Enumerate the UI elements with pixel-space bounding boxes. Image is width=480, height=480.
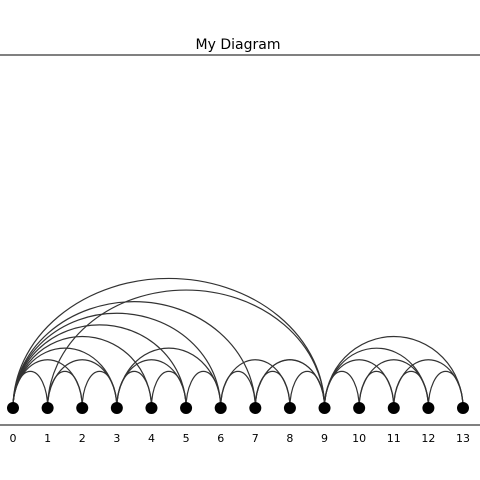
edge-9-13: [323, 335, 464, 409]
edge-12-13: [427, 371, 464, 409]
node-label-1: 1: [44, 432, 51, 445]
edges-layer: [12, 277, 464, 409]
edge-11-12: [393, 370, 429, 409]
edge-9-10: [323, 370, 360, 409]
node-label-11: 11: [387, 432, 401, 445]
edge-9-12: [323, 347, 429, 409]
edge-0-6: [12, 312, 222, 409]
node-label-13: 13: [456, 432, 470, 445]
node-label-5: 5: [183, 432, 190, 445]
node-label-9: 9: [321, 432, 328, 445]
node-4: [145, 402, 158, 414]
node-1: [41, 402, 54, 414]
edge-0-5: [12, 324, 187, 409]
edge-7-8: [254, 371, 291, 409]
edge-7-9: [254, 359, 326, 409]
node-2: [76, 402, 89, 414]
edge-0-4: [12, 335, 153, 409]
node-label-12: 12: [421, 432, 435, 445]
node-label-2: 2: [79, 432, 86, 445]
node-6: [214, 402, 227, 414]
node-13: [457, 402, 469, 414]
node-9: [318, 402, 331, 414]
node-8: [283, 402, 296, 414]
node-12: [422, 402, 435, 414]
node-10: [353, 402, 366, 414]
node-label-3: 3: [113, 432, 120, 445]
node-label-7: 7: [252, 432, 259, 445]
edge-1-9: [47, 289, 326, 409]
node-label-4: 4: [148, 432, 155, 445]
edge-3-4: [116, 370, 153, 409]
node-label-0: 0: [10, 432, 17, 445]
node-5: [180, 402, 193, 414]
diagram-title: My Diagram: [196, 37, 281, 53]
node-3: [110, 402, 123, 414]
node-11: [387, 402, 400, 414]
nodes-layer: [7, 402, 469, 414]
edge-3-6: [116, 347, 222, 409]
edge-4-5: [150, 371, 187, 409]
node-0: [7, 402, 19, 414]
edge-2-3: [81, 370, 118, 409]
node-label-6: 6: [217, 432, 224, 445]
edge-0-9: [12, 277, 326, 409]
edge-0-7: [12, 301, 256, 409]
node-label-10: 10: [352, 432, 366, 445]
edge-0-3: [12, 347, 118, 409]
node-7: [249, 402, 262, 414]
edge-10-11: [358, 371, 395, 409]
edge-6-8: [220, 359, 291, 409]
labels-layer: 0 1 2 3 4 5 6 7 8 9 10 11 12 13: [10, 432, 471, 445]
node-label-8: 8: [286, 432, 293, 445]
